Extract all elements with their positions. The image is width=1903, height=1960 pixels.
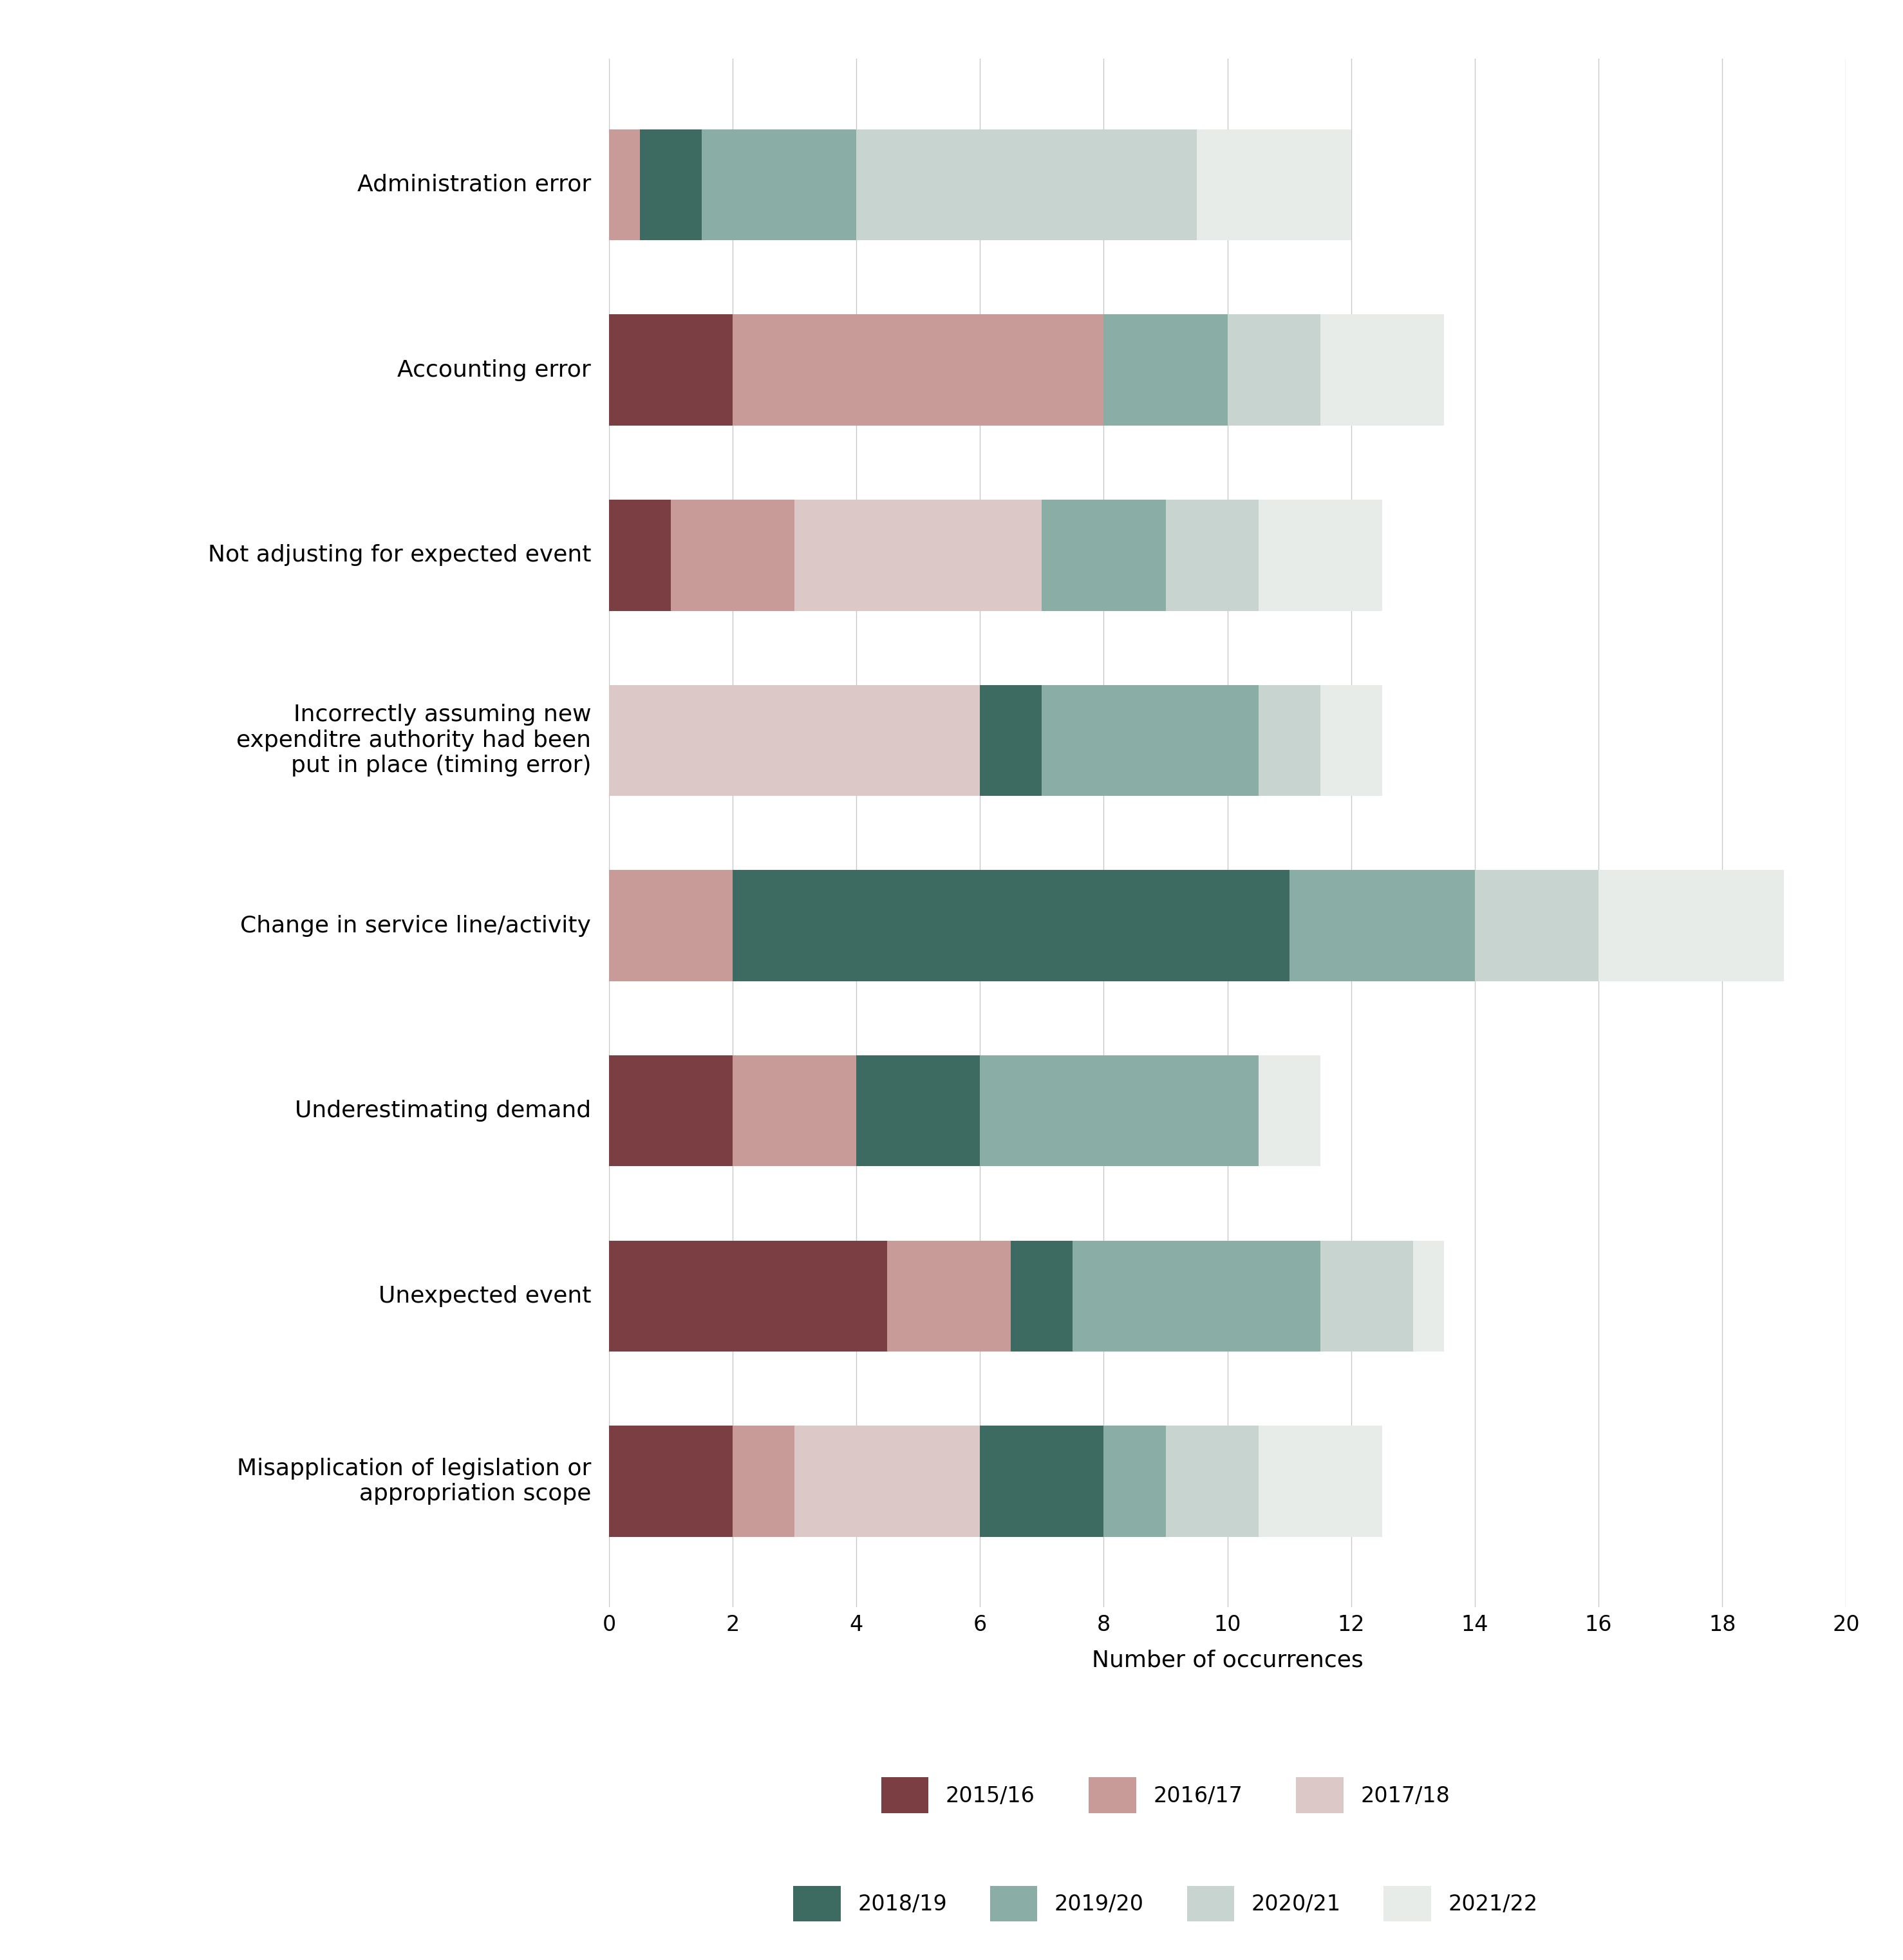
Bar [1165,500,1258,612]
Bar [1599,870,1785,982]
Bar [609,129,639,241]
Bar [1010,1241,1073,1352]
Bar [856,1054,980,1166]
Bar [856,129,1197,241]
Bar [795,1425,980,1537]
X-axis label: Number of occurrences: Number of occurrences [1092,1648,1363,1672]
Bar [733,1425,795,1537]
Bar [1227,314,1321,425]
Bar [733,870,1290,982]
Bar [1321,1241,1412,1352]
Bar [609,684,980,796]
Bar [609,1241,887,1352]
Bar [1043,684,1258,796]
Bar [609,1054,733,1166]
Bar [1258,1425,1382,1537]
Bar [1412,1241,1444,1352]
Bar [980,1054,1258,1166]
Bar [1258,684,1321,796]
Bar [1321,314,1444,425]
Bar [609,314,733,425]
Bar [733,314,1104,425]
Bar [1104,314,1227,425]
Bar [980,1425,1104,1537]
Bar [1073,1241,1321,1352]
Legend: 2018/19, 2019/20, 2020/21, 2021/22: 2018/19, 2019/20, 2020/21, 2021/22 [794,1886,1538,1921]
Bar [795,500,1043,612]
Bar [733,1054,856,1166]
Bar [609,1425,733,1537]
Bar [702,129,856,241]
Bar [1258,1054,1321,1166]
Bar [1197,129,1351,241]
Bar [1475,870,1599,982]
Bar [1321,684,1382,796]
Bar [1258,500,1382,612]
Bar [1043,500,1167,612]
Bar [639,129,702,241]
Bar [672,500,795,612]
Bar [887,1241,1010,1352]
Bar [1290,870,1475,982]
Bar [609,500,672,612]
Bar [1104,1425,1165,1537]
Bar [980,684,1043,796]
Bar [1165,1425,1258,1537]
Bar [609,870,733,982]
